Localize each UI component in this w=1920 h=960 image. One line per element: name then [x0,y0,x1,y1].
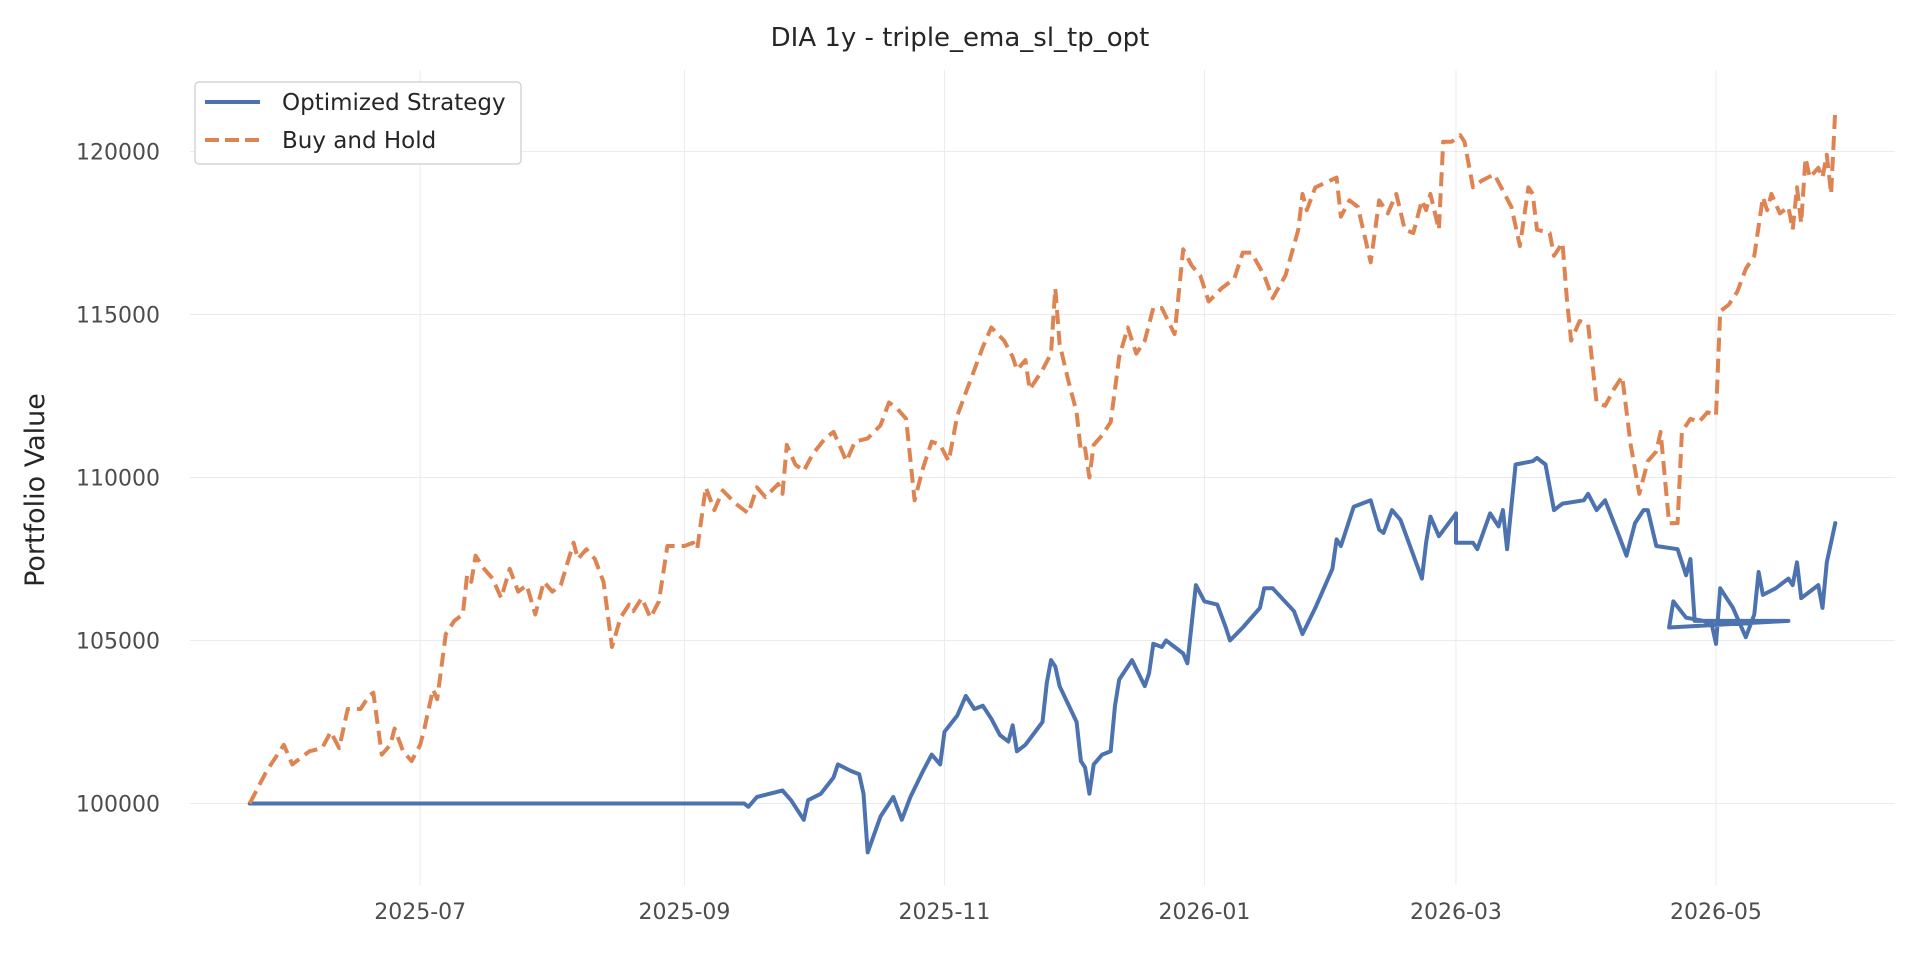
legend-box [194,81,522,165]
y-axis-label: Portfolio Value [20,393,51,587]
chart-title: DIA 1y - triple_ema_sl_tp_opt [771,23,1150,53]
y-tick-label: 110000 [76,467,160,492]
y-tick-label: 120000 [76,141,160,166]
x-tick-label: 2026-01 [1159,900,1251,925]
x-tick-label: 2025-11 [899,900,991,925]
x-axis-ticks: 2025-07 2025-09 2025-11 2026-01 2026-03 2026-… [374,900,1762,925]
x-tick-label: 2026-03 [1410,900,1502,925]
legend-label-buy-and-hold: Buy and Hold [282,128,436,154]
legend: Optimized Strategy Buy and Hold [194,81,522,165]
x-tick-label: 2026-05 [1670,900,1762,925]
legend-label-optimized-strategy: Optimized Strategy [282,90,506,116]
y-tick-label: 100000 [76,793,160,818]
gridlines [190,70,1895,885]
series-line-optimized-strategy [247,455,1838,855]
y-tick-label: 105000 [76,630,160,655]
y-tick-label: 115000 [76,304,160,329]
x-tick-label: 2025-09 [638,900,730,925]
series-line-buy-and-hold [247,109,1838,805]
x-tick-label: 2025-07 [374,900,466,925]
y-axis-ticks: 100000 105000 110000 115000 120000 [76,141,160,818]
series-lines [247,109,1838,855]
